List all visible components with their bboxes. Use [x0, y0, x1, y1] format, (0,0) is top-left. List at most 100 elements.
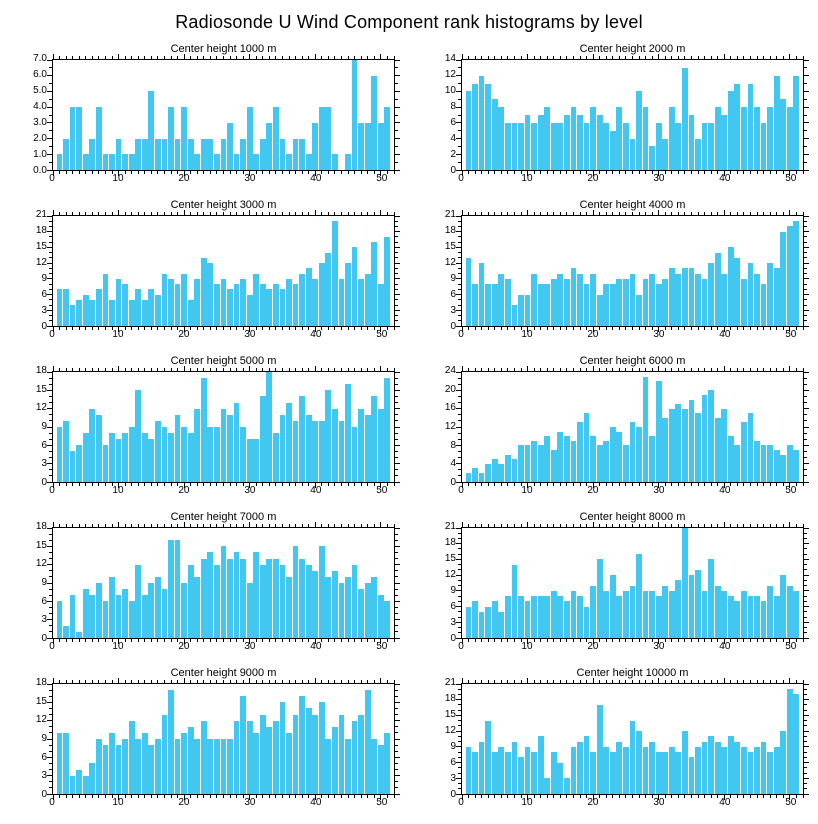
- axis-tick: [474, 56, 476, 60]
- histogram-bar: [616, 107, 623, 170]
- axis-tick: [803, 564, 807, 566]
- axis-tick: [625, 638, 627, 642]
- axis-tick: [229, 482, 231, 486]
- axis-tick: [47, 637, 53, 639]
- axis-tick: [334, 524, 336, 528]
- axis-tick: [295, 680, 297, 684]
- axis-tick: [553, 524, 555, 528]
- axis-tick: [393, 326, 395, 330]
- histogram-bar: [675, 122, 682, 170]
- axis-tick: [301, 524, 303, 528]
- axis-tick: [481, 368, 483, 372]
- axis-tick: [308, 56, 310, 60]
- axis-tick: [605, 794, 607, 798]
- histogram-bar: [377, 408, 384, 482]
- axis-tick: [803, 145, 807, 147]
- x-tick-label: 30: [653, 173, 665, 184]
- axis-tick: [684, 524, 686, 528]
- axis-tick: [782, 212, 784, 216]
- axis-tick: [500, 794, 502, 798]
- axis-tick: [190, 524, 192, 528]
- axis-tick: [456, 683, 462, 685]
- histogram-bar: [338, 278, 345, 326]
- axis-tick: [795, 524, 797, 528]
- y-tick-label: 18: [35, 365, 47, 376]
- histogram-bar: [734, 741, 741, 794]
- histogram-bar: [629, 422, 636, 482]
- axis-tick: [49, 320, 53, 322]
- axis-tick: [347, 326, 349, 330]
- histogram-bar: [273, 284, 279, 326]
- histogram-bar: [616, 431, 623, 482]
- histogram-bar: [345, 384, 351, 482]
- axis-tick: [559, 368, 561, 372]
- axis-tick: [651, 56, 653, 60]
- plot-area: [456, 210, 809, 332]
- axis-tick: [691, 170, 693, 174]
- axis-tick: [592, 522, 594, 528]
- axis-tick: [177, 524, 179, 528]
- axis-tick: [572, 680, 574, 684]
- histogram-bar: [701, 122, 708, 170]
- axis-tick: [216, 794, 218, 798]
- axis-tick: [85, 524, 87, 528]
- axis-tick: [49, 762, 53, 764]
- axis-tick: [461, 210, 463, 216]
- axis-tick: [803, 699, 809, 701]
- axis-tick: [803, 432, 807, 434]
- axis-tick: [736, 680, 738, 684]
- axis-tick: [177, 212, 179, 216]
- histogram-bar: [668, 590, 675, 638]
- axis-tick: [394, 793, 400, 795]
- axis-tick: [49, 475, 53, 477]
- histogram-bar: [292, 546, 299, 638]
- histogram-bar: [351, 247, 358, 326]
- y-tick-label: 12: [35, 402, 47, 414]
- axis-tick: [456, 426, 462, 428]
- axis-tick: [468, 170, 470, 174]
- axis-tick: [776, 170, 778, 174]
- axis-tick: [803, 632, 807, 634]
- axis-tick: [49, 714, 53, 716]
- histogram-bar: [63, 732, 69, 794]
- axis-tick: [592, 638, 594, 644]
- axis-tick: [494, 482, 496, 486]
- axis-tick: [456, 606, 462, 608]
- axis-tick: [52, 170, 54, 176]
- axis-tick: [632, 326, 633, 330]
- histogram-bar: [655, 596, 662, 638]
- axis-tick: [394, 444, 400, 446]
- axis-tick: [190, 638, 192, 642]
- axis-tick: [474, 680, 476, 684]
- histogram-bar: [662, 585, 669, 638]
- axis-tick: [458, 548, 462, 550]
- histogram-bar: [69, 305, 76, 326]
- histogram-bar: [332, 408, 338, 482]
- axis-tick: [203, 170, 205, 174]
- axis-tick: [677, 56, 679, 60]
- axis-tick: [456, 793, 462, 795]
- axis-tick: [49, 420, 53, 422]
- axis-tick: [394, 438, 398, 440]
- axis-tick: [268, 170, 270, 174]
- axis-tick: [163, 482, 165, 486]
- histogram-bar: [544, 436, 551, 482]
- axis-tick: [651, 524, 653, 528]
- histogram-bar: [793, 75, 800, 170]
- histogram-bar: [141, 732, 148, 794]
- axis-tick: [605, 56, 607, 60]
- y-tick-label: 21: [444, 677, 456, 688]
- histogram-bar: [82, 154, 89, 170]
- axis-tick: [458, 267, 462, 269]
- axis-tick: [72, 482, 74, 486]
- axis-tick: [612, 212, 614, 216]
- axis-tick: [803, 590, 809, 592]
- axis-tick: [750, 212, 752, 216]
- histogram-bar: [115, 138, 122, 170]
- axis-tick: [507, 482, 509, 486]
- axis-tick: [394, 762, 398, 764]
- axis-tick: [314, 366, 316, 372]
- axis-tick: [803, 553, 807, 555]
- axis-tick: [456, 558, 462, 560]
- axis-tick: [756, 212, 758, 216]
